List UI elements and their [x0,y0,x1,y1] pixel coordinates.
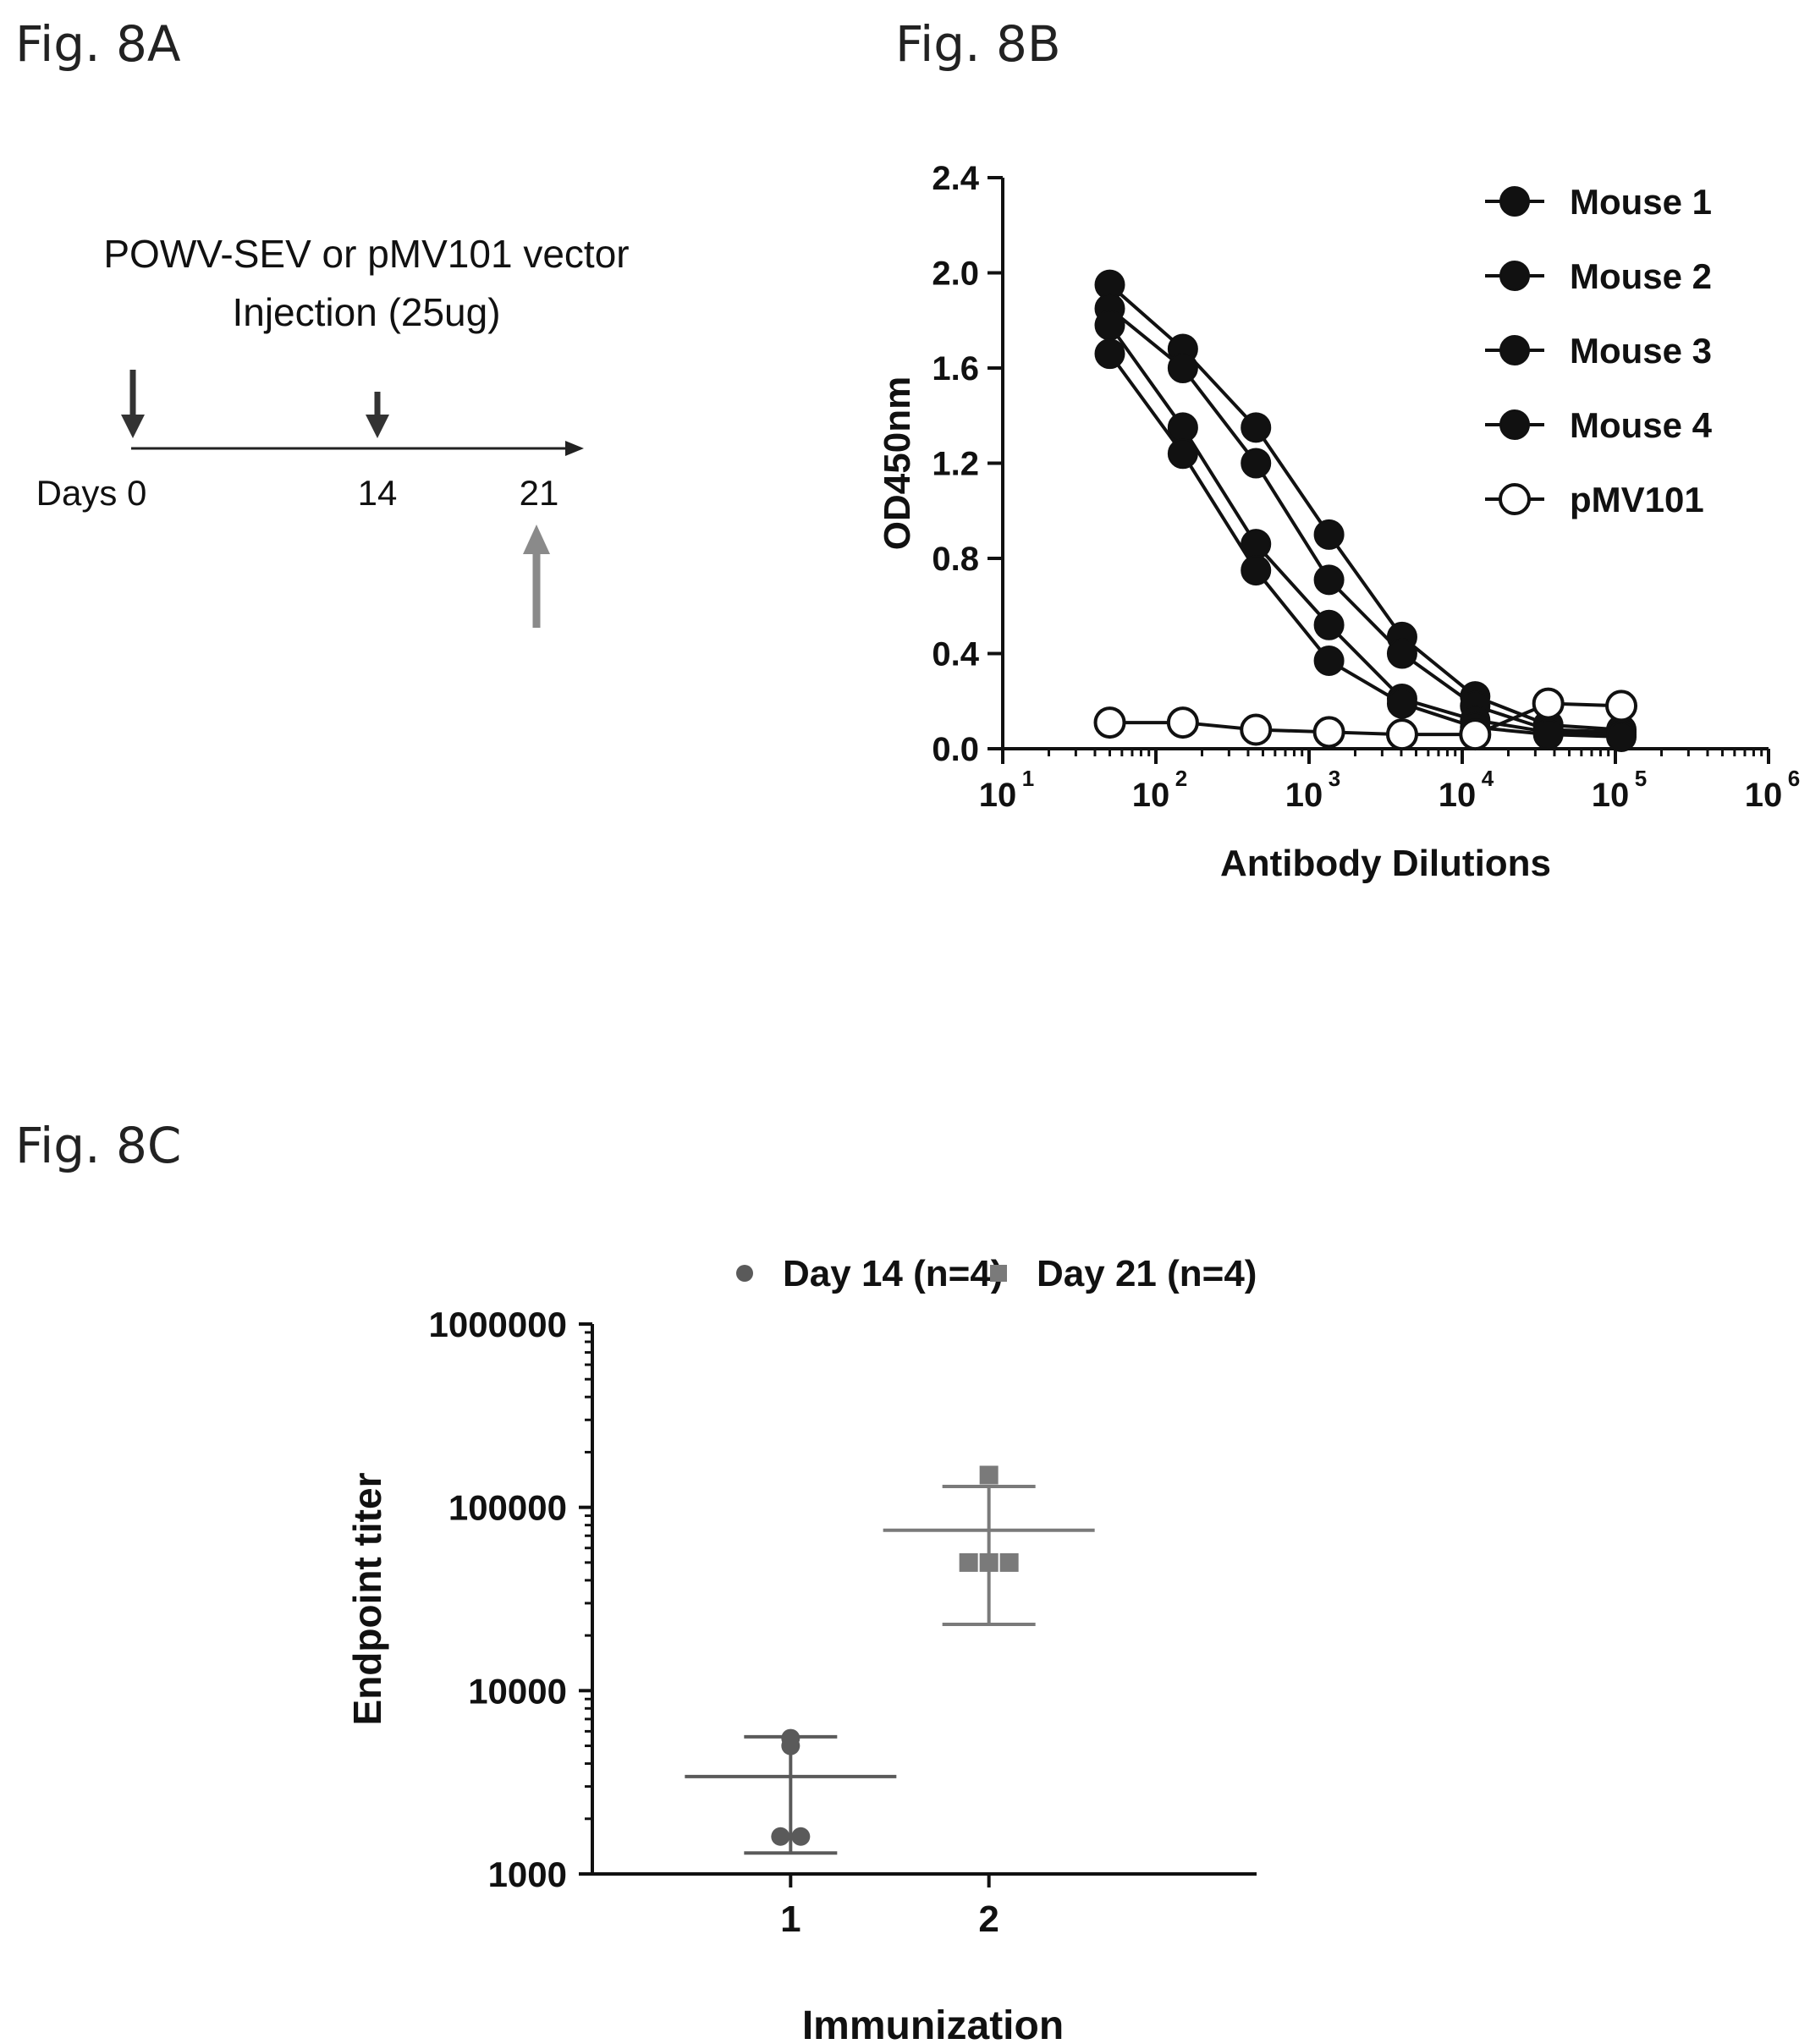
legend-label: Mouse 4 [1570,405,1713,445]
y-tick-label: 2.0 [932,256,979,293]
timeline-days-label: Days 0 [36,473,147,513]
x-tick-label: 10 4 [1439,766,1494,814]
legend-marker-circle [736,1265,753,1282]
figure-label-8a: Fig. 8A [15,15,181,73]
x-tick-label: 10 3 [1285,766,1340,814]
y-tick-label: 2.4 [932,160,979,197]
x-tick-exponent: 3 [1329,766,1340,791]
x-tick-label: 10 6 [1745,766,1800,814]
legend-marker [1499,261,1530,291]
y-tick-label: 1.6 [932,350,979,387]
x-tick-exponent: 6 [1788,766,1800,791]
legend-marker-square [990,1265,1007,1282]
data-point [1094,338,1125,370]
x-tick-exponent: 2 [1175,766,1187,791]
legend-marker [1499,483,1531,515]
x-tick-exponent: 1 [1022,766,1034,791]
data-point-square [979,1465,999,1485]
timeline-diagram: POWV-SEV or pMV101 vector Injection (25u… [36,232,630,628]
figure-label-8b: Fig. 8B [895,15,1061,73]
x-tick-base: 10 [1592,777,1630,814]
legend-label: Mouse 3 [1570,331,1712,371]
data-point-open [1605,690,1638,723]
data-point [1167,438,1198,470]
y-tick-label: 1000000 [428,1305,567,1344]
data-point-open [1093,706,1126,739]
data-point [1313,645,1345,676]
data-point-square [999,1552,1019,1572]
data-point [1313,564,1345,596]
day21-bleed-arrow-head [523,525,550,554]
timeline-title-line1: POWV-SEV or pMV101 vector [103,232,629,276]
legend-label: Day 14 (n=4) [783,1253,1003,1294]
day14-injection-arrow-head [366,415,389,438]
legend-label: Mouse 1 [1570,182,1712,222]
series-line-3 [1108,352,1622,739]
data-point [1386,688,1417,719]
x-axis-label: Immunization [802,2003,1064,2044]
day0-injection-arrow-head [121,415,145,438]
x-axis-label: Antibody Dilutions [1220,843,1551,884]
x-tick-label: 2 [978,1898,999,1940]
x-tick-exponent: 5 [1635,766,1647,791]
legend-label: pMV101 [1570,480,1704,519]
elisa-dilution-chart: 0.00.40.81.21.62.02.410 1 10 2 10 3 10 4 10 5 10 6A… [877,160,1800,884]
data-point-square [979,1552,999,1572]
endpoint-titer-chart: 1000 10000 100000 1000000 1 2 Immunization Endp… [345,1253,1257,2044]
data-point-open [1166,706,1199,739]
x-tick-base: 10 [1745,777,1783,814]
y-tick-label: 0.4 [932,636,979,673]
data-point [1241,555,1272,586]
data-point [1313,609,1345,640]
x-tick-base: 10 [1439,777,1477,814]
data-point-open [1312,716,1345,749]
data-point-circle [791,1827,811,1846]
y-axis-label: OD450nm [877,376,918,550]
data-point [1094,310,1125,341]
y-tick-label: 100000 [448,1488,567,1528]
y-tick-label: 0.8 [932,541,979,578]
legend-marker [1499,335,1530,365]
data-point [1386,638,1417,669]
x-tick-label: 1 [780,1898,800,1940]
x-tick-base: 10 [1132,777,1170,814]
data-point [1606,721,1637,752]
data-point [1167,353,1198,383]
timeline-title-line2: Injection (25ug) [232,290,500,334]
data-point-circle [781,1736,800,1756]
x-tick-label: 10 5 [1592,766,1647,814]
data-point [1241,448,1272,479]
y-axis-label: Endpoint titer [345,1472,389,1725]
data-point-circle [771,1827,790,1846]
x-tick-exponent: 4 [1482,766,1494,791]
legend-label: Day 21 (n=4) [1037,1253,1257,1294]
timeline-day21-label: 21 [520,473,559,513]
data-point [1313,519,1345,550]
data-point-open [1532,687,1565,720]
legend-marker [1499,409,1530,440]
legend-label: Mouse 2 [1570,256,1712,296]
x-tick-base: 10 [979,777,1017,814]
data-point-square [959,1552,978,1572]
data-point [1532,719,1564,750]
y-tick-label: 1.2 [932,446,979,483]
data-point-open [1385,718,1418,751]
figure-label-8c: Fig. 8C [15,1117,182,1174]
y-tick-label: 0.0 [932,731,979,768]
series-line-2 [1108,324,1622,737]
y-tick-label: 10000 [468,1671,567,1711]
data-point [1241,412,1272,443]
data-point-open [1240,713,1273,746]
x-tick-base: 10 [1285,777,1323,814]
timeline-arrowhead [565,441,584,456]
legend-marker [1499,186,1530,217]
y-tick-label: 1000 [488,1854,567,1894]
x-tick-label: 10 2 [1132,766,1187,814]
timeline-day14-label: 14 [358,473,398,513]
data-point-open [1459,718,1492,751]
x-tick-label: 10 1 [979,766,1034,814]
